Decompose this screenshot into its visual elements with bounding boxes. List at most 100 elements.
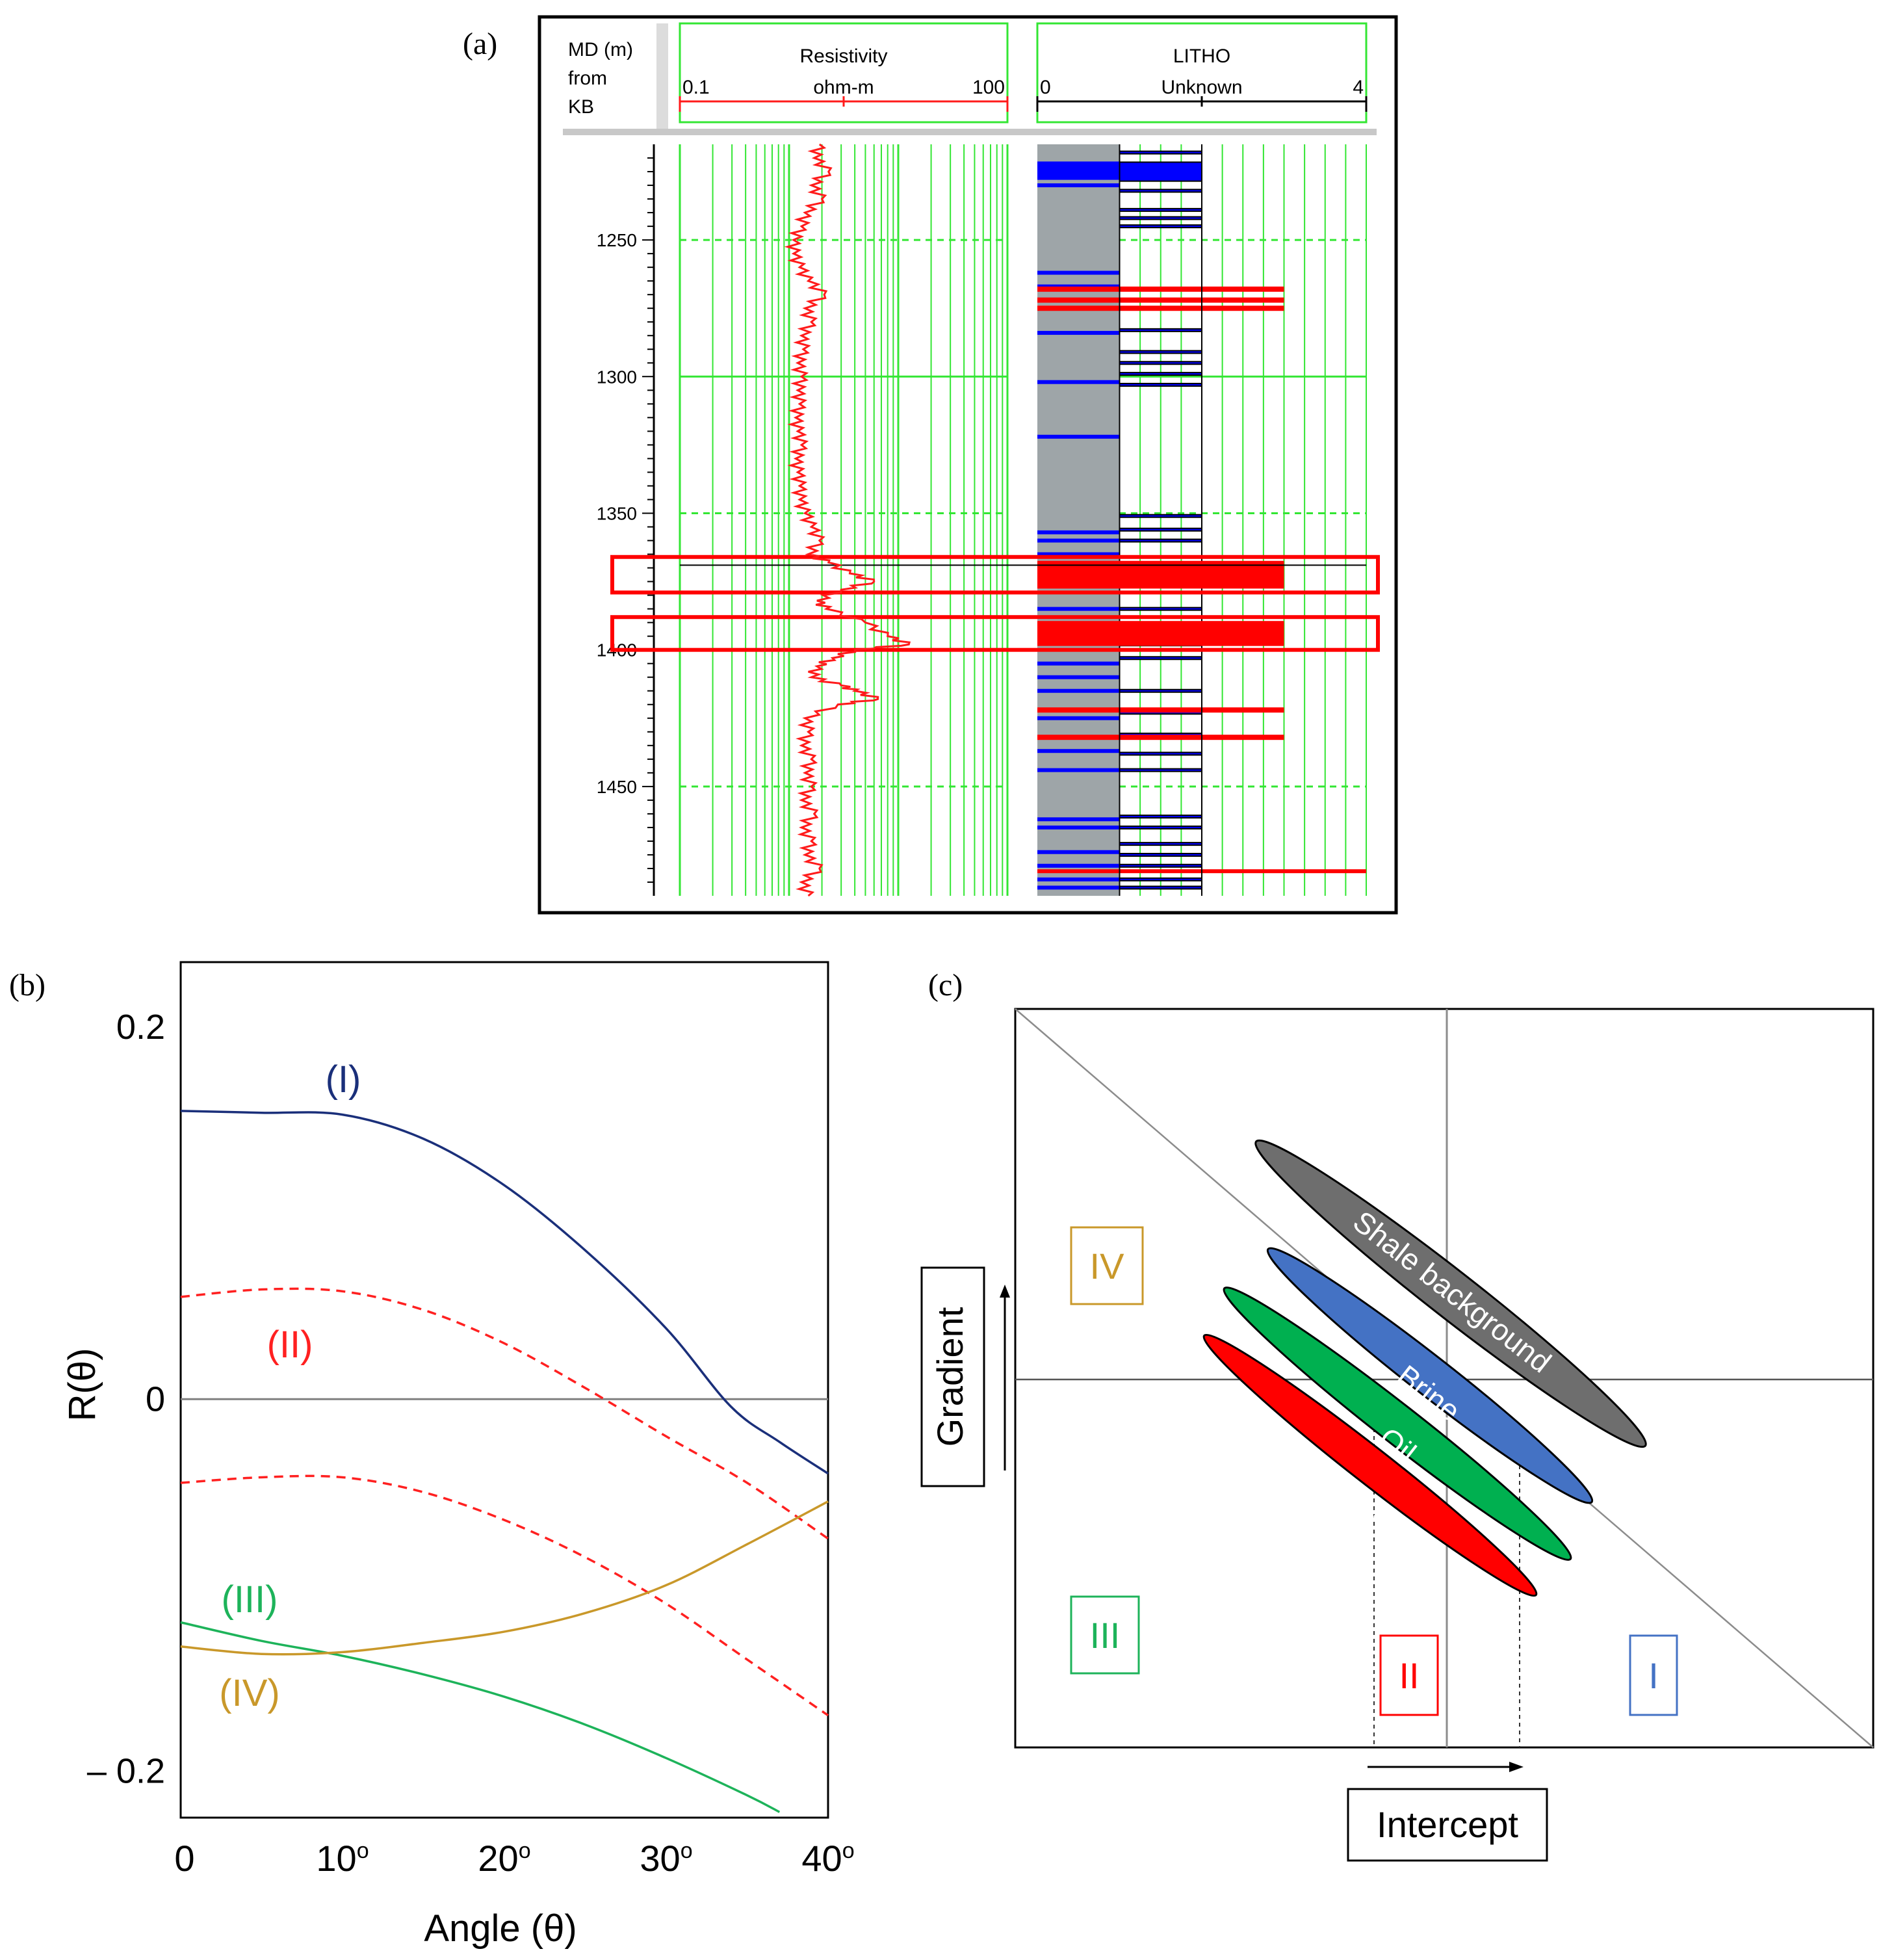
litho-blue-band	[1037, 538, 1120, 543]
depth-header-line: MD (m)	[568, 39, 633, 60]
resistivity-track-name: Resistivity	[799, 46, 887, 67]
x-tick-label: 20o	[478, 1838, 530, 1879]
highlight-zone-box	[610, 615, 1380, 652]
litho-blue-band	[1037, 817, 1120, 822]
gradient-label-box	[920, 1266, 985, 1487]
litho-red-band	[1037, 306, 1284, 311]
litho-blue-band	[1119, 657, 1202, 659]
litho-blue-band	[1037, 661, 1120, 666]
litho-blue-band	[1037, 183, 1120, 188]
curve-annotation: (IV)	[219, 1672, 279, 1714]
gradient-axis-label: Gradient	[929, 1307, 970, 1446]
y-tick-label: – 0.2	[87, 1751, 165, 1790]
intercept-label-box	[1347, 1788, 1548, 1862]
litho-blue-band	[1037, 825, 1120, 830]
x-tick-label: 40o	[801, 1838, 854, 1879]
litho-blue-band	[1119, 151, 1202, 153]
litho-blue-band	[1037, 688, 1120, 693]
litho-blue-band	[1119, 362, 1202, 364]
depth-tick-label: 1350	[597, 503, 637, 523]
y-tick-label: 0	[146, 1379, 165, 1418]
litho-red-band	[1037, 297, 1284, 303]
litho-blue-band	[1119, 384, 1202, 385]
litho-blue-band	[1119, 753, 1202, 755]
litho-blue-band	[1037, 850, 1120, 854]
depth-header-line: from	[568, 68, 607, 89]
litho-blue-band	[1037, 434, 1120, 439]
litho-red-band	[1037, 286, 1284, 292]
litho-track-name: LITHO	[1173, 46, 1230, 67]
litho-blue-band	[1037, 863, 1120, 868]
quadrant-label: I	[1648, 1655, 1659, 1696]
curve-annotation: (I)	[326, 1058, 361, 1101]
litho-blue-band	[1119, 515, 1202, 517]
litho-blue-band	[1037, 885, 1120, 890]
litho-blue-band	[1037, 749, 1120, 753]
avo-curve-panel: 0.2 0 – 0.2 0 10o 20o 30o 40o Angle (θ) R(θ) (I) (I…	[61, 961, 855, 1950]
panel-label-a: (a)	[463, 27, 498, 61]
litho-blue-band	[1037, 380, 1120, 384]
litho-blue-band	[1119, 608, 1202, 610]
quadrant-label-box	[1070, 1595, 1140, 1675]
litho-scale-max: 4	[1353, 77, 1364, 98]
litho-blue-band	[1037, 552, 1120, 556]
litho-blue-band	[1119, 329, 1202, 331]
well-log-panel: MD (m) from KB Resistivity ohm-m 0.1 100 LITHO U…	[538, 15, 1398, 915]
litho-blue-band	[1119, 878, 1202, 880]
quadrant-label: II	[1399, 1655, 1419, 1696]
litho-zone-fill	[1037, 621, 1284, 646]
resistivity-curve	[784, 143, 911, 897]
log-frame	[538, 15, 1398, 915]
litho-blue-band	[1037, 284, 1120, 289]
x-tick-label: 30o	[640, 1838, 692, 1879]
litho-blue-band	[1119, 712, 1202, 714]
fluid-ellipse	[1202, 1333, 1538, 1597]
quadrant-label: III	[1090, 1615, 1121, 1656]
quadrant-label-box	[1629, 1634, 1678, 1716]
resistivity-track-unit: ohm-m	[813, 77, 874, 98]
litho-blue-band	[1037, 607, 1120, 611]
litho-blue-band	[1037, 331, 1120, 335]
litho-track-unit: Unknown	[1161, 77, 1242, 98]
quadrant-label-box	[1070, 1226, 1144, 1305]
depth-tick-label: 1450	[597, 777, 637, 797]
intercept-arrow-head	[1509, 1762, 1524, 1772]
avo-curve	[180, 1500, 829, 1656]
litho-blue-band	[1119, 690, 1202, 692]
intercept-axis-label: Intercept	[1377, 1804, 1518, 1845]
litho-blue-band	[1119, 733, 1202, 735]
depth-tick-label: 1300	[597, 367, 637, 387]
litho-blue-band	[1119, 209, 1202, 211]
x-axis-label: Angle (θ)	[424, 1907, 577, 1950]
litho-blue-band	[1119, 540, 1202, 542]
litho-blue-band	[1037, 530, 1120, 534]
litho-blue-band	[1037, 716, 1120, 720]
header-bottom-bar	[563, 129, 1377, 135]
resistivity-scale-min: 0.1	[682, 77, 710, 98]
litho-blue-band	[1119, 816, 1202, 818]
x-tick-label: 10o	[316, 1838, 369, 1879]
litho-blue-band	[1119, 217, 1202, 219]
curve-annotation: (II)	[267, 1324, 313, 1366]
litho-blue-band	[1119, 351, 1202, 353]
avo-curve	[180, 1621, 781, 1813]
litho-blue-band	[1037, 270, 1120, 275]
litho-header-box	[1036, 22, 1368, 124]
litho-blue-band	[1119, 826, 1202, 828]
litho-blue-band	[1119, 854, 1202, 856]
resistivity-scale-max: 100	[972, 77, 1005, 98]
litho-blue-band	[1037, 768, 1120, 772]
litho-blue-band	[1119, 887, 1202, 889]
y-axis-label: R(θ)	[61, 1348, 103, 1422]
avo-curve	[180, 1287, 829, 1540]
avo-curve	[180, 1110, 829, 1475]
fluid-ellipse	[1266, 1247, 1594, 1504]
fluid-ellipse	[1254, 1139, 1647, 1448]
y-tick-label: 0.2	[116, 1008, 165, 1047]
litho-blue-band	[1119, 865, 1202, 867]
litho-blue-band	[1119, 769, 1202, 771]
litho-blue-band	[1119, 226, 1202, 228]
litho-scale-min: 0	[1040, 77, 1051, 98]
curve-annotation: (III)	[222, 1578, 278, 1621]
